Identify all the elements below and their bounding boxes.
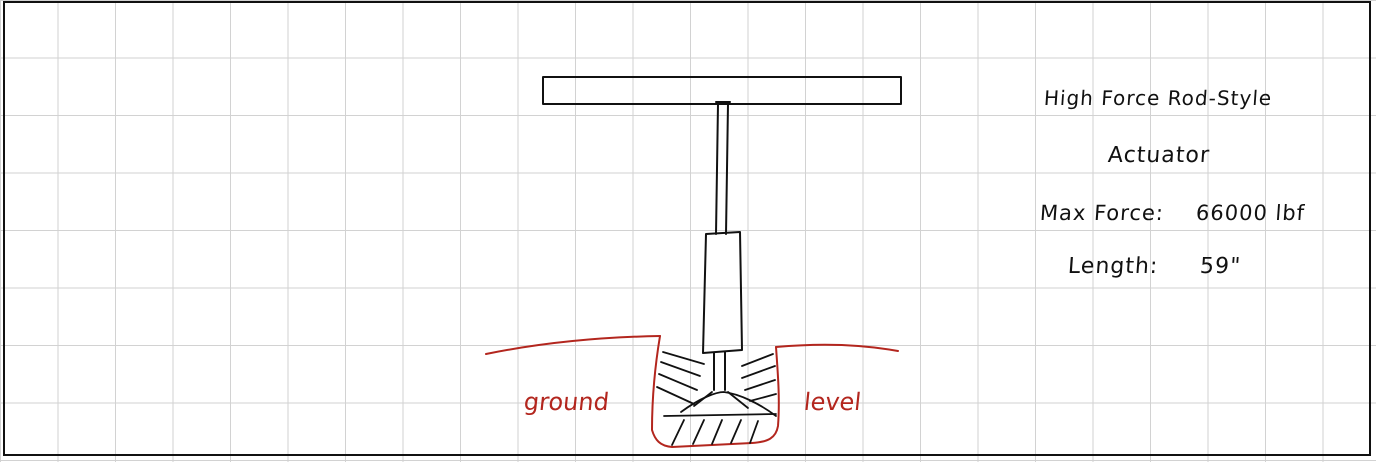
max-force-value: 66000 lbf (1195, 201, 1306, 225)
lower-rod (713, 351, 726, 391)
ground-surface-right (775, 343, 899, 352)
footing-hatching (656, 351, 777, 446)
length-value: 59" (1199, 254, 1242, 279)
title-line-1: High Force Rod-Style (1043, 86, 1274, 110)
piston-rod (715, 103, 729, 235)
top-platform (542, 76, 902, 105)
ground-label-left: ground (522, 388, 611, 416)
cylinder-body (702, 231, 743, 354)
length-label: Length: (1067, 254, 1160, 279)
sketch-border (3, 1, 1371, 456)
title-line-2: Actuator (1107, 143, 1211, 168)
ground-surface-left (485, 335, 661, 355)
max-force-label: Max Force: (1039, 201, 1165, 225)
footing-pit (651, 335, 780, 448)
ground-label-right: level (802, 388, 863, 416)
